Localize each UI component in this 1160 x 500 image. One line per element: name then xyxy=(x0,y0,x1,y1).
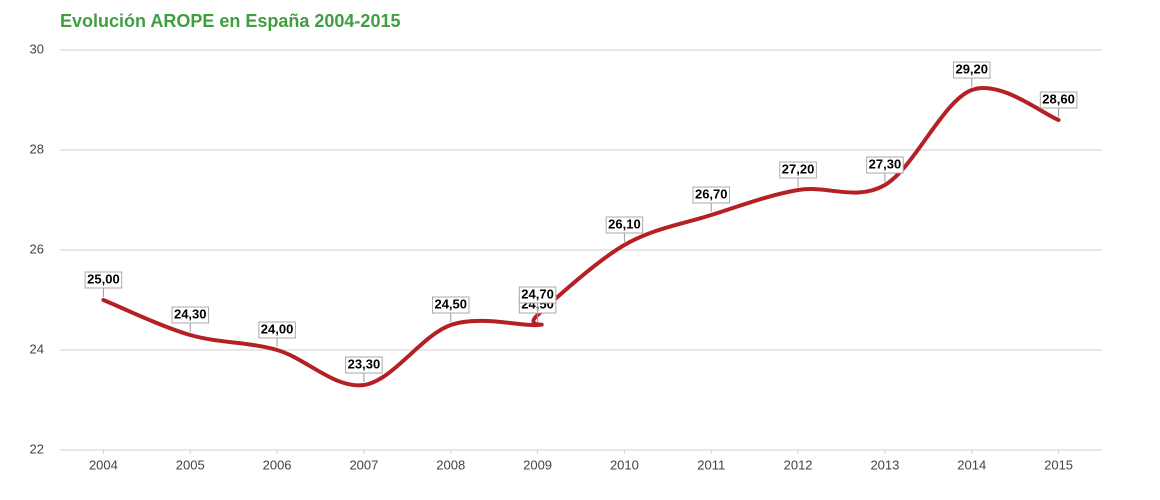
label-box xyxy=(84,271,123,289)
x-tick-label: 2011 xyxy=(697,457,725,472)
data-label: 28,60 xyxy=(1039,91,1078,117)
value-label: 25,00 xyxy=(87,271,120,286)
data-label: 24,30 xyxy=(171,306,210,332)
value-label: 26,70 xyxy=(695,186,728,201)
label-box xyxy=(779,161,817,179)
x-tick-label: 2005 xyxy=(176,457,205,472)
x-tick-label: 2007 xyxy=(349,457,378,472)
label-box xyxy=(952,61,991,79)
label-box xyxy=(171,306,210,324)
data-label: 25,00 xyxy=(84,271,123,297)
data-label: 24,50 xyxy=(431,296,470,322)
label-box xyxy=(518,286,557,304)
x-tick-label: 2009 xyxy=(523,457,552,472)
value-label: 29,20 xyxy=(955,61,988,76)
data-label: 27,20 xyxy=(779,161,817,187)
y-tick-label: 24 xyxy=(30,341,44,356)
label-box xyxy=(431,296,470,314)
data-label: 24,70 xyxy=(518,286,557,312)
y-tick-label: 26 xyxy=(30,241,44,256)
value-label: 28,60 xyxy=(1042,91,1075,106)
label-box xyxy=(258,321,296,339)
data-label: 29,20 xyxy=(952,61,991,87)
label-box xyxy=(1039,91,1078,109)
x-tick-label: 2008 xyxy=(436,457,465,472)
x-tick-label: 2004 xyxy=(89,457,118,472)
value-label: 24,50 xyxy=(434,296,467,311)
value-label: 27,20 xyxy=(782,161,815,176)
y-tick-label: 28 xyxy=(30,141,44,156)
line-series xyxy=(101,86,1061,388)
value-label: 24,70 xyxy=(521,286,554,301)
data-label: 23,30 xyxy=(345,356,383,382)
label-box xyxy=(866,156,904,174)
value-label: 24,00 xyxy=(261,321,294,336)
y-tick-label: 22 xyxy=(30,441,44,456)
data-label: 27,30 xyxy=(866,156,904,182)
x-tick-label: 2012 xyxy=(784,457,813,472)
y-tick-label: 30 xyxy=(30,41,44,56)
x-tick-label: 2014 xyxy=(957,457,986,472)
x-tick-label: 2010 xyxy=(610,457,639,472)
chart-title: Evolución AROPE en España 2004-2015 xyxy=(60,11,400,31)
value-label: 26,10 xyxy=(608,216,641,231)
x-tick-label: 2015 xyxy=(1044,457,1073,472)
value-label: 27,30 xyxy=(869,156,902,171)
label-box xyxy=(692,186,731,204)
data-label: 26,70 xyxy=(692,186,731,212)
value-label: 24,30 xyxy=(174,306,207,321)
x-tick-label: 2013 xyxy=(870,457,899,472)
x-tick-label: 2006 xyxy=(263,457,292,472)
value-label: 23,30 xyxy=(348,356,381,371)
data-label: 26,10 xyxy=(605,216,644,242)
data-label: 24,00 xyxy=(258,321,296,347)
label-box xyxy=(345,356,383,374)
label-box xyxy=(605,216,644,234)
